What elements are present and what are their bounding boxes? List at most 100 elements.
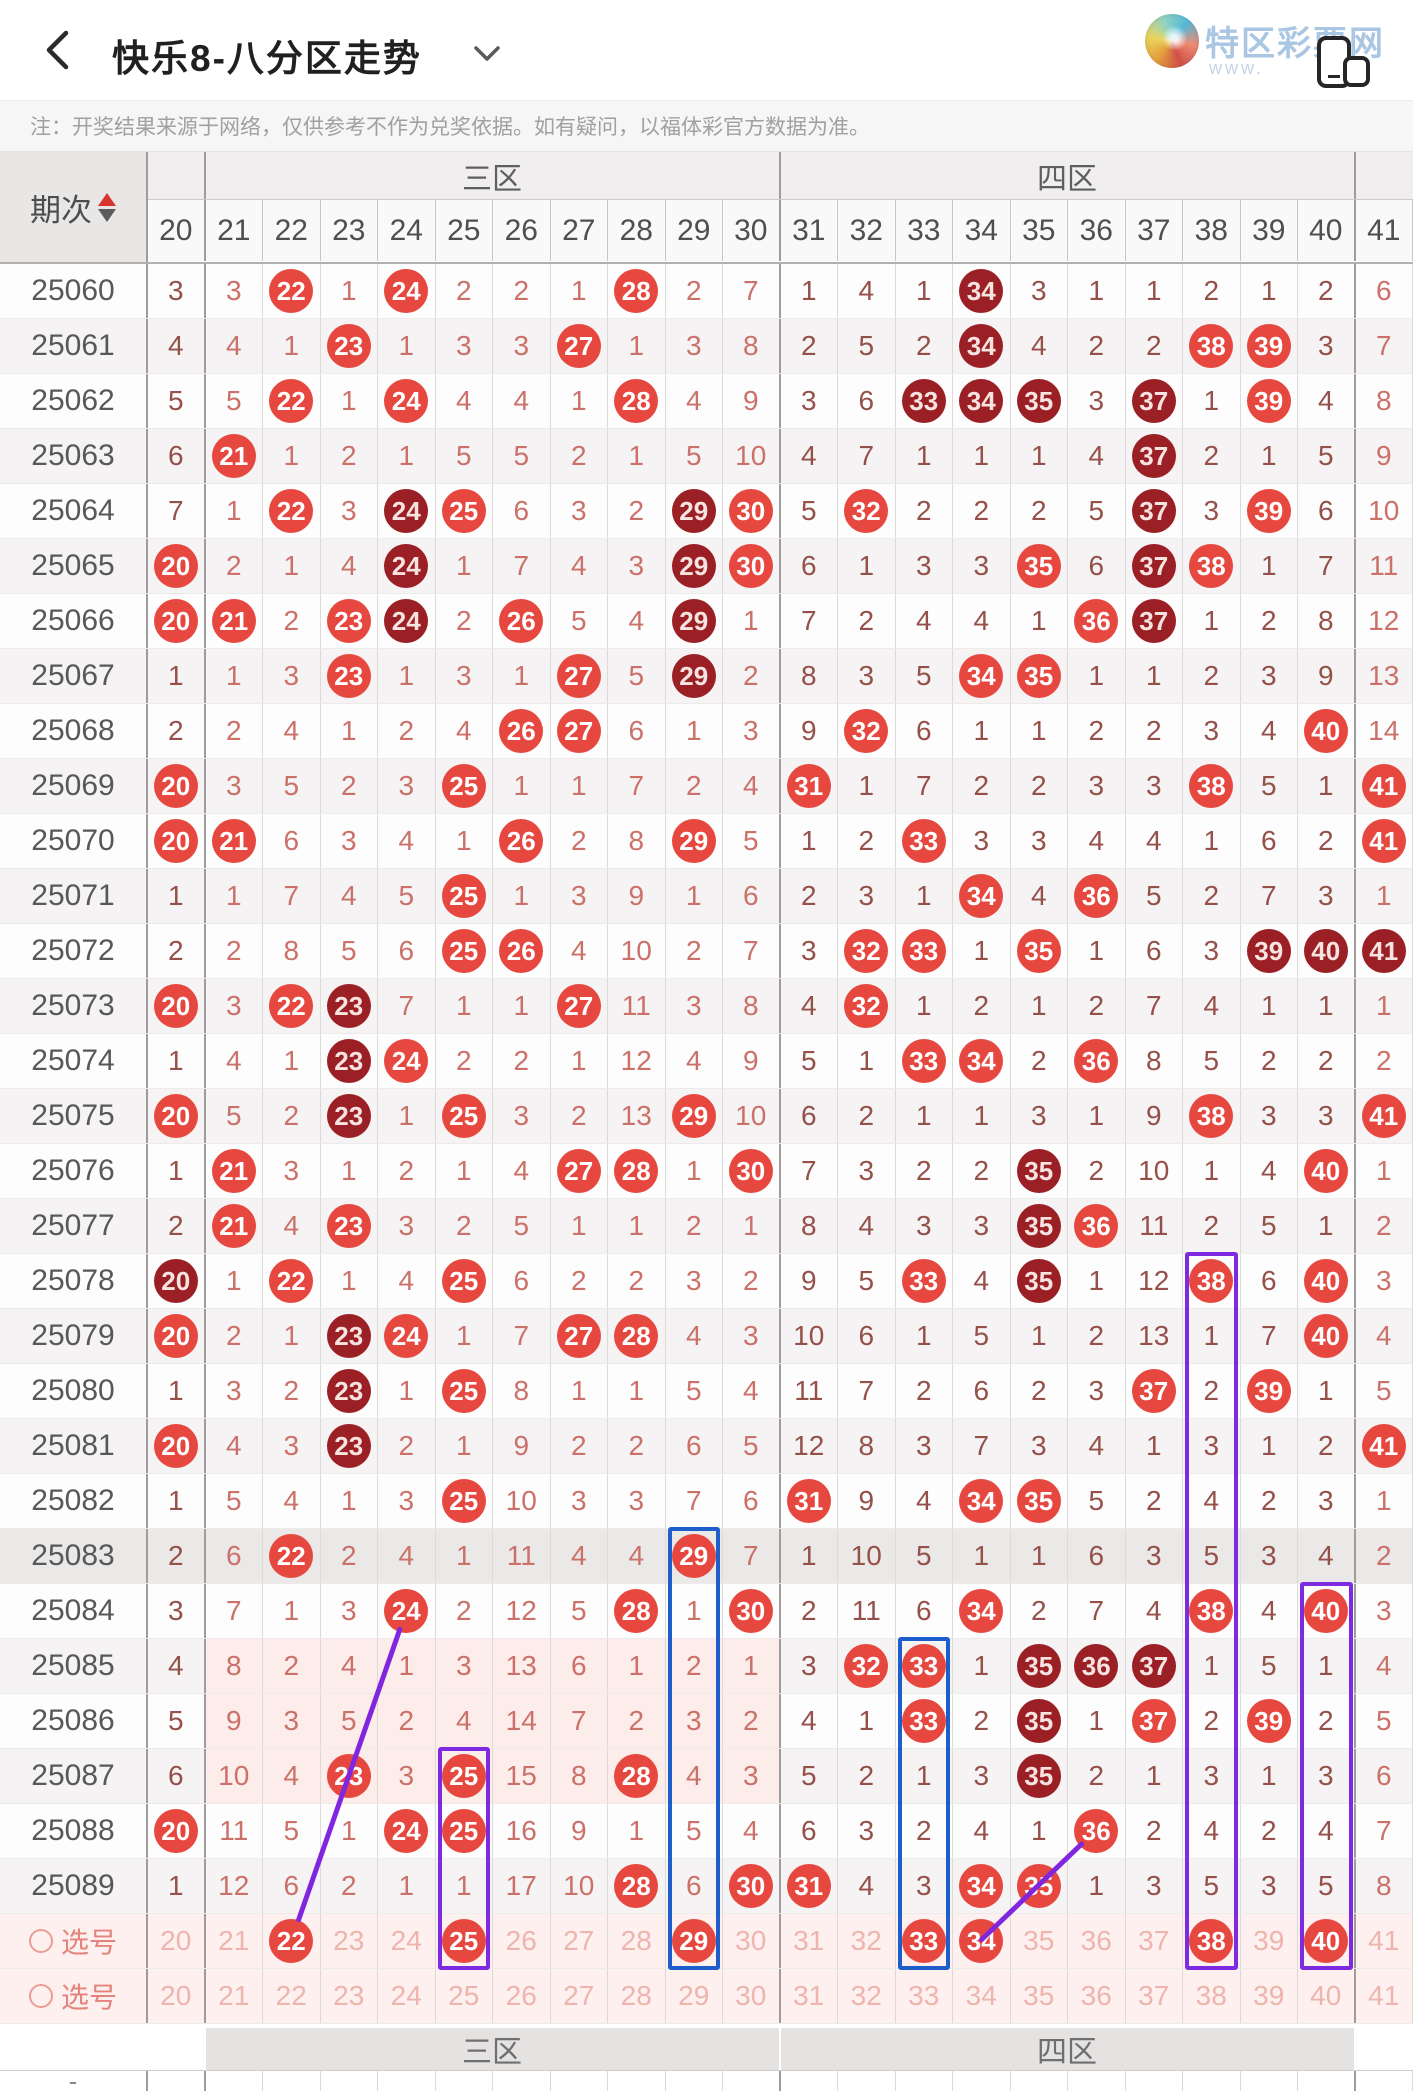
pickable-number[interactable]: 21 (218, 1980, 250, 2011)
pickable-number[interactable]: 41 (1368, 1925, 1400, 1956)
pickable-number[interactable]: 39 (1253, 1980, 1285, 2011)
pickable-number[interactable]: 38 (1195, 1980, 1227, 2011)
pickable-number[interactable]: 22 (275, 1980, 307, 2011)
picked-number[interactable]: 25 (441, 1919, 486, 1963)
pickable-number[interactable]: 36 (1080, 1925, 1112, 1956)
pickable-number[interactable]: 31 (793, 1925, 825, 1956)
pick-cell-23[interactable]: 23 (321, 1914, 378, 1968)
pick-cell-31[interactable]: 31 (781, 1914, 838, 1968)
pick-cell-29[interactable]: 29 (666, 1969, 723, 2023)
pick-radio[interactable] (28, 1984, 53, 2008)
pick-cell-21[interactable]: 21 (206, 1969, 263, 2023)
pickable-number[interactable]: 37 (1138, 1980, 1170, 2011)
pick-cell-25[interactable]: 25 (436, 1914, 493, 1968)
trend-cell: 5 (206, 374, 263, 428)
miss-count: 11 (219, 1815, 249, 1846)
pickable-number[interactable]: 28 (620, 1925, 652, 1956)
pick-cell-21[interactable]: 21 (206, 1914, 263, 1968)
picked-number[interactable]: 34 (959, 1919, 1004, 1963)
pickable-number[interactable]: 30 (735, 1980, 767, 2011)
pickable-number[interactable]: 35 (1023, 1925, 1055, 1956)
pick-cell-37[interactable]: 37 (1126, 1969, 1183, 2023)
pickable-number[interactable]: 21 (218, 1925, 250, 1956)
floating-windows-icon[interactable] (1317, 36, 1381, 98)
pickable-number[interactable]: 36 (1080, 1980, 1112, 2011)
pick-cell-31[interactable]: 31 (781, 1969, 838, 2023)
pick-cell-32[interactable]: 32 (838, 1969, 896, 2023)
pick-cell-34[interactable]: 34 (953, 1914, 1011, 1968)
miss-count: 2 (685, 1650, 702, 1681)
pickable-number[interactable]: 23 (333, 1925, 365, 1956)
picked-number[interactable]: 29 (671, 1919, 716, 1963)
pick-radio[interactable] (28, 1929, 53, 1953)
pick-cell-34[interactable]: 34 (953, 1969, 1011, 2023)
pickable-number[interactable]: 30 (735, 1925, 767, 1956)
pick-cell-30[interactable]: 30 (723, 1969, 781, 2023)
pick-cell-20[interactable]: 20 (148, 1914, 206, 1968)
pickable-number[interactable]: 31 (793, 1980, 825, 2011)
pick-cell-33[interactable]: 33 (896, 1914, 953, 1968)
pickable-number[interactable]: 26 (505, 1925, 537, 1956)
pick-cell-36[interactable]: 36 (1068, 1914, 1126, 1968)
pick-cell-38[interactable]: 38 (1183, 1969, 1241, 2023)
picked-number[interactable]: 33 (901, 1919, 946, 1963)
pick-cell-22[interactable]: 22 (263, 1969, 321, 2023)
back-button[interactable] (44, 30, 70, 70)
pickable-number[interactable]: 26 (505, 1980, 537, 2011)
pick-cell-29[interactable]: 29 (666, 1914, 723, 1968)
pick-cell-28[interactable]: 28 (608, 1914, 666, 1968)
pickable-number[interactable]: 32 (850, 1980, 882, 2011)
pick-cell-39[interactable]: 39 (1241, 1914, 1298, 1968)
pick-cell-25[interactable]: 25 (436, 1969, 493, 2023)
pickable-number[interactable]: 23 (333, 1980, 365, 2011)
picked-number[interactable]: 38 (1189, 1919, 1234, 1963)
pickable-number[interactable]: 35 (1023, 1980, 1055, 2011)
pickable-number[interactable]: 37 (1138, 1925, 1170, 1956)
pickable-number[interactable]: 20 (160, 1980, 192, 2011)
pickable-number[interactable]: 32 (850, 1925, 882, 1956)
pick-cell-26[interactable]: 26 (493, 1969, 551, 2023)
pickable-number[interactable]: 39 (1253, 1925, 1285, 1956)
pick-cell-27[interactable]: 27 (551, 1969, 608, 2023)
pick-cell-27[interactable]: 27 (551, 1914, 608, 1968)
pickable-number[interactable]: 34 (965, 1980, 997, 2011)
pick-cell-38[interactable]: 38 (1183, 1914, 1241, 1968)
pick-cell-23[interactable]: 23 (321, 1969, 378, 2023)
pick-cell-40[interactable]: 40 (1298, 1969, 1356, 2023)
pickable-number[interactable]: 24 (390, 1925, 422, 1956)
picked-number[interactable]: 40 (1303, 1919, 1348, 1963)
pick-cell-24[interactable]: 24 (378, 1914, 436, 1968)
period-number: 25084 (0, 1584, 148, 1638)
pick-cell-40[interactable]: 40 (1298, 1914, 1356, 1968)
pick-cell-24[interactable]: 24 (378, 1969, 436, 2023)
pick-cell-30[interactable]: 30 (723, 1914, 781, 1968)
pick-cell-26[interactable]: 26 (493, 1914, 551, 1968)
pick-cell-33[interactable]: 33 (896, 1969, 953, 2023)
pick-cell-35[interactable]: 35 (1011, 1969, 1068, 2023)
pickable-number[interactable]: 40 (1310, 1980, 1342, 2011)
pick-cell-37[interactable]: 37 (1126, 1914, 1183, 1968)
pick-cell-41[interactable]: 41 (1356, 1914, 1413, 1968)
pick-cell-41[interactable]: 41 (1356, 1969, 1413, 2023)
pickable-number[interactable]: 41 (1368, 1980, 1400, 2011)
pickable-number[interactable]: 33 (908, 1980, 940, 2011)
pick-cell-32[interactable]: 32 (838, 1914, 896, 1968)
pickable-number[interactable]: 28 (620, 1980, 652, 2011)
pick-cell-39[interactable]: 39 (1241, 1969, 1298, 2023)
pick-cell-35[interactable]: 35 (1011, 1914, 1068, 1968)
pick-cell-28[interactable]: 28 (608, 1969, 666, 2023)
title-dropdown-caret[interactable] (472, 44, 502, 69)
sort-toggle[interactable] (98, 192, 116, 222)
trend-cell: 7 (838, 429, 896, 483)
pickable-number[interactable]: 24 (390, 1980, 422, 2011)
picked-number[interactable]: 22 (269, 1919, 314, 1963)
pickable-number[interactable]: 27 (563, 1980, 595, 2011)
miss-count: 1 (455, 990, 472, 1021)
pick-cell-20[interactable]: 20 (148, 1969, 206, 2023)
pickable-number[interactable]: 27 (563, 1925, 595, 1956)
pickable-number[interactable]: 20 (160, 1925, 192, 1956)
pick-cell-36[interactable]: 36 (1068, 1969, 1126, 2023)
pickable-number[interactable]: 29 (678, 1980, 710, 2011)
pickable-number[interactable]: 25 (448, 1980, 480, 2011)
pick-cell-22[interactable]: 22 (263, 1914, 321, 1968)
